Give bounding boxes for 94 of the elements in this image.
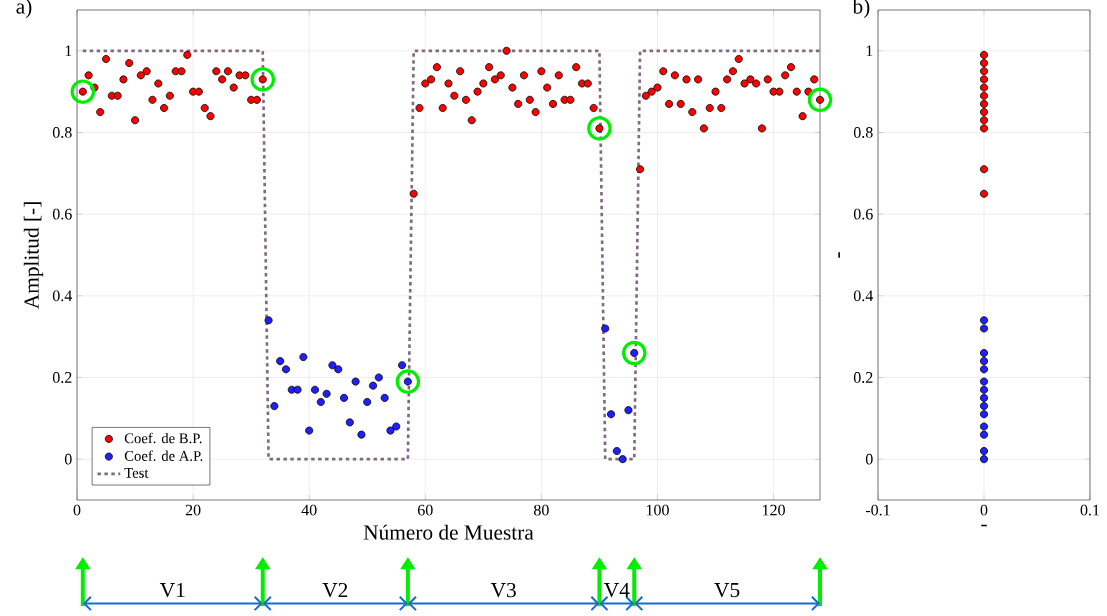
point [624, 406, 633, 415]
point [328, 361, 337, 370]
x-tick-label: -0.1 [865, 504, 890, 516]
point [363, 397, 372, 406]
point [345, 418, 354, 427]
point [316, 397, 325, 406]
point [980, 446, 988, 455]
point [587, 116, 612, 141]
text: V4 [604, 583, 630, 598]
point [357, 430, 366, 439]
point [386, 426, 395, 435]
x-tick-label: 100 [646, 504, 669, 516]
text: V3 [490, 582, 516, 598]
point [980, 83, 988, 92]
point [980, 365, 988, 374]
point [980, 67, 988, 76]
point [281, 365, 290, 374]
y-tick-label: 0.6 [52, 208, 72, 220]
point [980, 385, 988, 394]
y-axis-title: Amplitud [-] [23, 202, 44, 309]
x-tick-label: 40 [301, 504, 317, 516]
point [980, 377, 988, 386]
point [293, 385, 302, 394]
point [395, 369, 421, 394]
y-tick-label: 0 [64, 453, 72, 465]
legend-label: Test [124, 468, 149, 478]
point [980, 357, 988, 366]
point [980, 422, 988, 431]
point [340, 393, 349, 402]
legend-label: Coef. de B.P. [124, 432, 202, 444]
point [980, 59, 988, 68]
legend-label: Coef. de A.P. [124, 450, 203, 461]
point [980, 348, 988, 357]
point [392, 422, 401, 431]
y-tick-label: 0.2 [853, 372, 873, 383]
text: V1 [159, 582, 185, 598]
y-tick-label: 1 [65, 45, 72, 57]
y-axis-title: - [838, 252, 840, 258]
text: V2 [322, 582, 348, 598]
point [980, 116, 988, 125]
point [305, 426, 314, 435]
point [276, 357, 285, 366]
x-tick-label: 0 [73, 504, 81, 516]
x-tick-label: 80 [533, 504, 549, 516]
y-tick-label: 0.8 [853, 127, 873, 138]
point [322, 389, 331, 398]
y-tick-label: 0.4 [853, 290, 874, 302]
y-tick-label: 0.8 [52, 127, 72, 138]
x-tick-label: 20 [185, 504, 201, 516]
y-tick-label: 0.6 [853, 208, 873, 220]
point [980, 430, 988, 439]
point [980, 393, 988, 402]
point [374, 373, 383, 382]
y-tick-label: 0.4 [52, 290, 73, 302]
point [980, 324, 988, 333]
point [980, 165, 988, 174]
point [980, 316, 988, 325]
point [264, 316, 273, 325]
point [334, 365, 343, 374]
point [250, 67, 276, 92]
point [980, 189, 988, 198]
point [980, 410, 988, 419]
point [980, 91, 988, 100]
y-tick-label: 0.2 [52, 372, 72, 383]
text: V5 [714, 583, 740, 598]
point [351, 377, 360, 386]
point [369, 381, 378, 390]
point [980, 108, 988, 117]
x-tick-label: 60 [417, 504, 433, 516]
point [612, 446, 621, 455]
x-tick-label: 0.1 [1080, 504, 1100, 516]
x-axis-title: - [981, 524, 987, 527]
point [70, 79, 96, 104]
point [299, 353, 308, 362]
point [380, 393, 389, 402]
point [270, 402, 279, 411]
point [980, 402, 988, 411]
point [398, 361, 407, 370]
point [980, 50, 988, 59]
point [980, 455, 988, 464]
point [607, 410, 616, 419]
y-tick-label: 0 [865, 453, 873, 465]
point [311, 385, 319, 394]
point [980, 75, 988, 84]
point [601, 324, 610, 333]
x-tick-label: 0 [980, 504, 988, 516]
x-tick-label: 120 [762, 504, 785, 516]
point [980, 99, 988, 108]
point [807, 87, 833, 113]
point [980, 124, 988, 133]
y-tick-label: 1 [866, 45, 873, 57]
point [618, 455, 627, 464]
point [621, 340, 647, 366]
x-axis-title: Número de Muestra [363, 524, 534, 540]
